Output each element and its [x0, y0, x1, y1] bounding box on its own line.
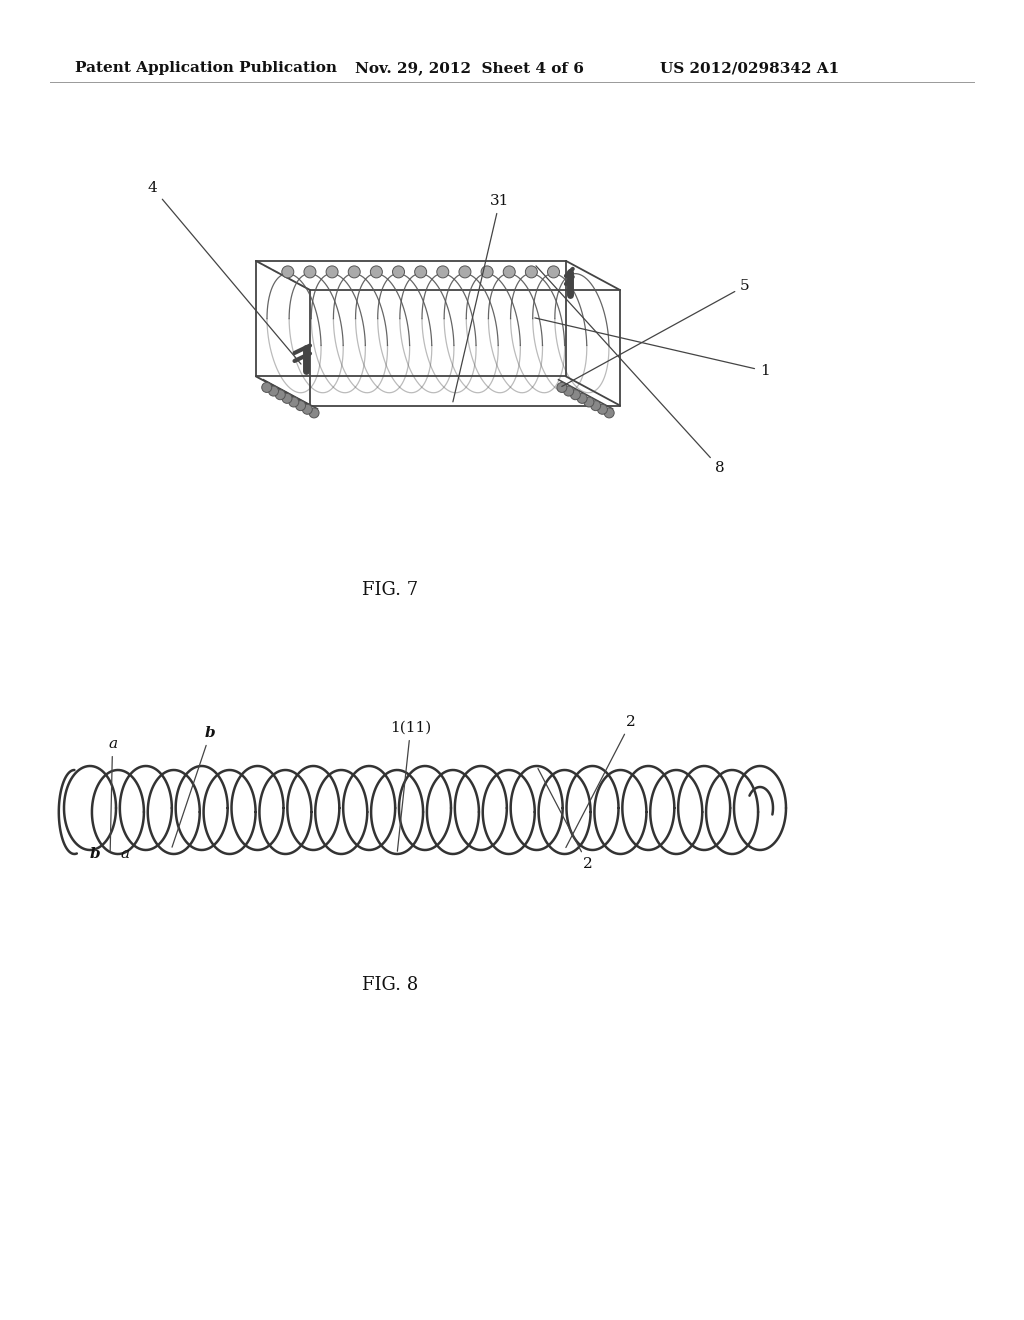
- Text: FIG. 7: FIG. 7: [361, 581, 418, 599]
- Text: 1: 1: [535, 318, 770, 378]
- Text: 31: 31: [453, 194, 509, 401]
- Circle shape: [548, 265, 559, 279]
- Circle shape: [282, 265, 294, 279]
- Circle shape: [597, 404, 607, 414]
- Circle shape: [481, 265, 494, 279]
- Circle shape: [584, 397, 594, 407]
- Circle shape: [459, 265, 471, 279]
- Circle shape: [348, 265, 360, 279]
- Circle shape: [591, 401, 601, 411]
- Text: a: a: [108, 737, 117, 851]
- Circle shape: [268, 385, 279, 396]
- Text: a: a: [120, 847, 129, 861]
- Circle shape: [503, 265, 515, 279]
- Circle shape: [392, 265, 404, 279]
- Text: 2: 2: [538, 768, 593, 871]
- Text: 4: 4: [148, 181, 301, 364]
- Circle shape: [570, 389, 581, 400]
- Circle shape: [282, 393, 292, 404]
- Circle shape: [302, 404, 312, 414]
- Circle shape: [371, 265, 382, 279]
- Circle shape: [262, 383, 271, 392]
- Circle shape: [525, 265, 538, 279]
- Circle shape: [275, 389, 286, 400]
- Circle shape: [289, 397, 299, 407]
- Text: 2: 2: [566, 715, 636, 847]
- Text: b: b: [172, 726, 216, 847]
- Text: 8: 8: [536, 265, 725, 475]
- Circle shape: [304, 265, 316, 279]
- Text: Nov. 29, 2012  Sheet 4 of 6: Nov. 29, 2012 Sheet 4 of 6: [355, 61, 584, 75]
- Circle shape: [578, 393, 587, 404]
- Text: b: b: [90, 847, 100, 861]
- Circle shape: [326, 265, 338, 279]
- Circle shape: [415, 265, 427, 279]
- Circle shape: [563, 385, 573, 396]
- Text: US 2012/0298342 A1: US 2012/0298342 A1: [660, 61, 840, 75]
- Circle shape: [557, 383, 567, 392]
- Text: Patent Application Publication: Patent Application Publication: [75, 61, 337, 75]
- Circle shape: [437, 265, 449, 279]
- Circle shape: [604, 408, 614, 418]
- Circle shape: [296, 401, 305, 411]
- Text: 1(11): 1(11): [390, 721, 431, 851]
- Text: FIG. 8: FIG. 8: [361, 975, 418, 994]
- Circle shape: [309, 408, 319, 418]
- Text: 5: 5: [562, 279, 750, 387]
